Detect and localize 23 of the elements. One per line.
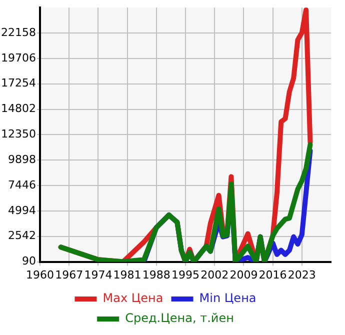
x-tick-label: 2002 bbox=[200, 268, 229, 282]
legend-label: Min Цена bbox=[199, 291, 256, 306]
x-tick-label: 2023 bbox=[288, 268, 316, 282]
legend-label: Сред.Цена, т.йен bbox=[125, 311, 234, 326]
x-tick-label: 1995 bbox=[171, 268, 200, 282]
y-tick-label: 4994 bbox=[8, 204, 36, 217]
y-tick-label: 7446 bbox=[8, 178, 36, 192]
x-tick-label: 1988 bbox=[142, 268, 170, 282]
y-tick-label: 17254 bbox=[0, 76, 36, 90]
x-tick-label: 2009 bbox=[230, 268, 258, 282]
y-tick-label: 14802 bbox=[0, 102, 36, 116]
y-tick-label: 9898 bbox=[8, 152, 36, 166]
x-tick-label: 1967 bbox=[55, 268, 84, 282]
y-tick-label: 90 bbox=[22, 254, 36, 268]
x-tick-label: 1974 bbox=[84, 268, 112, 282]
y-tick-label: 19706 bbox=[0, 51, 36, 64]
x-tick-label: 1981 bbox=[113, 268, 142, 282]
y-tick-label: 12350 bbox=[0, 128, 36, 141]
x-tick-label: 1960 bbox=[26, 268, 54, 282]
legend-label: Max Цена bbox=[102, 291, 164, 306]
y-tick-label: 22158 bbox=[0, 26, 36, 39]
y-tick-label: 2542 bbox=[8, 229, 36, 242]
x-tick-label: 2016 bbox=[258, 268, 287, 282]
